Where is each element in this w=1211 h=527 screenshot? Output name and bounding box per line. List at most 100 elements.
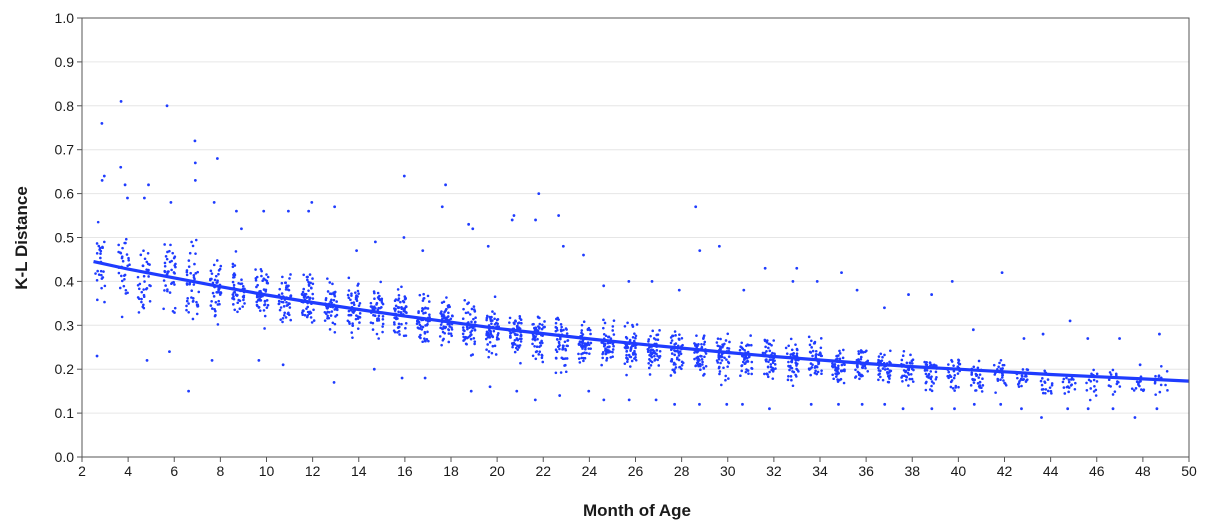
data-point — [650, 348, 653, 351]
data-point — [1115, 382, 1119, 386]
data-point — [1002, 379, 1005, 382]
data-point — [1092, 368, 1095, 372]
data-point — [609, 337, 613, 340]
data-point — [1085, 388, 1089, 392]
data-point — [492, 329, 496, 333]
data-point — [981, 377, 984, 380]
data-point — [145, 287, 149, 290]
data-point — [600, 363, 603, 367]
data-point — [589, 347, 592, 350]
data-point — [1118, 385, 1122, 388]
data-point — [192, 273, 196, 277]
data-point — [1074, 381, 1077, 385]
data-point — [214, 274, 218, 278]
data-point — [307, 280, 310, 284]
data-point — [750, 367, 754, 370]
data-point — [307, 209, 311, 213]
data-point — [448, 325, 451, 328]
data-point — [428, 313, 431, 317]
data-point — [676, 349, 679, 353]
data-point — [763, 351, 767, 355]
data-point — [371, 321, 375, 325]
data-point — [1157, 374, 1161, 378]
data-point — [1092, 378, 1096, 382]
data-point — [185, 282, 189, 285]
x-tick-label: 30 — [720, 463, 736, 479]
data-point — [396, 288, 400, 291]
data-point — [1113, 390, 1117, 393]
data-point — [1044, 388, 1048, 391]
data-point — [392, 321, 396, 324]
x-tick-label: 16 — [397, 463, 413, 479]
data-point — [169, 243, 172, 247]
data-point — [423, 376, 427, 380]
data-point — [467, 336, 470, 339]
data-point — [605, 359, 608, 362]
data-point — [768, 370, 771, 374]
data-point — [330, 310, 334, 313]
data-point — [266, 275, 270, 279]
data-point — [698, 362, 702, 366]
data-point — [471, 353, 475, 356]
data-point — [265, 299, 269, 302]
data-point — [216, 323, 220, 326]
data-point — [518, 344, 522, 347]
data-point — [381, 330, 384, 334]
data-point — [935, 375, 938, 379]
data-point — [909, 373, 913, 376]
data-point — [491, 310, 494, 313]
data-point — [602, 326, 605, 330]
data-point — [100, 121, 104, 125]
data-point — [281, 320, 284, 324]
data-point — [140, 300, 143, 304]
x-tick-label: 28 — [674, 463, 690, 479]
data-point — [1041, 391, 1045, 395]
data-point — [328, 292, 332, 295]
data-point — [333, 330, 337, 334]
data-point — [520, 321, 523, 325]
data-point — [211, 291, 215, 295]
data-point — [790, 378, 793, 382]
data-point — [519, 333, 523, 337]
data-point — [658, 349, 662, 353]
data-point — [809, 362, 813, 365]
data-point — [723, 356, 726, 360]
data-point — [877, 355, 881, 358]
data-point — [169, 200, 173, 204]
data-point — [695, 334, 698, 337]
data-point — [810, 346, 813, 349]
data-point — [351, 324, 355, 327]
data-point — [397, 297, 401, 300]
data-point — [538, 341, 542, 345]
data-point — [306, 278, 309, 282]
data-point — [417, 326, 420, 330]
data-point — [604, 334, 608, 338]
data-point — [957, 385, 960, 389]
data-point — [699, 368, 702, 372]
data-point — [218, 302, 221, 306]
data-point — [163, 243, 166, 246]
data-point — [1018, 380, 1021, 383]
data-point — [838, 349, 841, 353]
data-point — [861, 364, 865, 368]
data-point — [888, 374, 892, 377]
data-point — [623, 346, 627, 349]
data-point — [447, 311, 450, 315]
data-point — [625, 353, 628, 357]
data-point — [232, 297, 236, 301]
data-point — [508, 321, 511, 324]
data-point — [232, 283, 236, 287]
data-point — [519, 361, 522, 365]
data-point — [486, 343, 489, 346]
data-point — [120, 279, 124, 283]
data-point — [167, 270, 170, 273]
data-point — [676, 356, 679, 359]
data-point — [352, 303, 356, 307]
data-point — [136, 283, 140, 287]
data-point — [335, 313, 339, 317]
data-point — [677, 337, 681, 341]
data-point — [423, 337, 426, 340]
data-point — [1040, 388, 1044, 391]
data-point — [231, 293, 235, 296]
data-point — [883, 368, 887, 371]
